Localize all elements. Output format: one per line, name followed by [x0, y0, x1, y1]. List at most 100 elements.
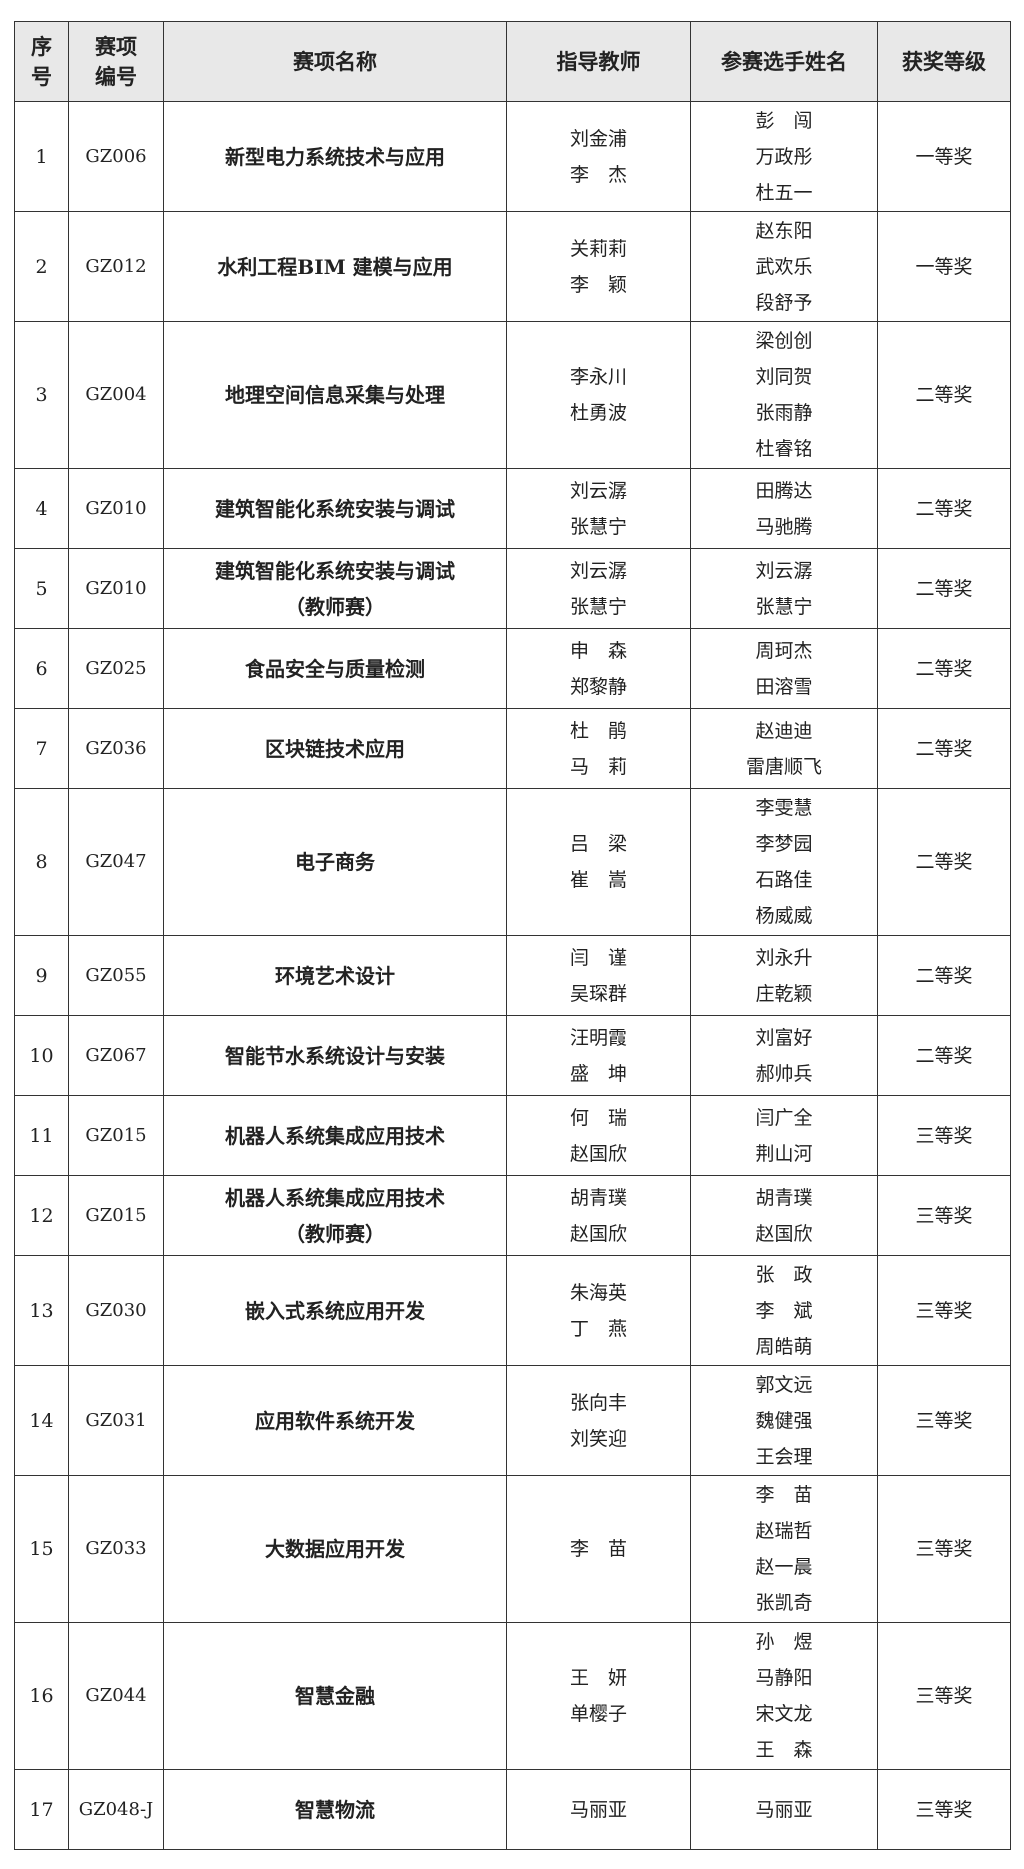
teachers-line: 刘金浦: [569, 127, 627, 150]
teachers: 马丽亚: [506, 1769, 691, 1850]
row-number: 15: [14, 1475, 69, 1623]
teachers-line: 李 苗: [569, 1538, 627, 1560]
event-code: GZ044: [68, 1622, 164, 1770]
students-line: 刘同贺: [755, 366, 813, 388]
event-name: 电子商务: [163, 788, 507, 936]
teachers: 刘云潺 张慧宁: [506, 548, 691, 629]
students-line: 赵一晨: [755, 1556, 813, 1578]
event-code: GZ025: [68, 628, 164, 709]
event-code: GZ030: [68, 1255, 164, 1366]
teachers-line: 吴琛群: [569, 982, 627, 1005]
table-row: 15 GZ033 大数据应用开发李 苗李 苗赵瑞哲 赵一晨 张凯奇 三等奖: [14, 1475, 1011, 1623]
event-name: 大数据应用开发: [163, 1475, 507, 1623]
teachers-line: 刘云潺: [569, 479, 627, 502]
header-award: 获奖等级: [877, 21, 1011, 102]
students: 赵迪迪 雷唐顺飞: [690, 708, 878, 789]
header-no-line: 序: [31, 33, 52, 59]
students-line: 杜五一: [755, 181, 813, 204]
students-line: 赵迪迪: [755, 719, 813, 742]
students: 田腾达 马驰腾: [690, 468, 878, 549]
row-number: 6: [14, 628, 69, 709]
students-line: 刘云潺: [755, 559, 813, 582]
teachers-line: 张慧宁: [569, 595, 627, 618]
event-name: 水利工程BIM 建模与应用: [163, 211, 507, 322]
event-name-line: （教师赛）: [285, 594, 385, 619]
students-line: 田腾达: [755, 479, 813, 502]
students-line: 石路佳: [755, 869, 813, 891]
award-level: 三等奖: [877, 1365, 1011, 1476]
teachers-line: 吕 梁: [569, 833, 627, 855]
teachers-line: 赵国欣: [569, 1142, 627, 1165]
table-row: 11 GZ015 机器人系统集成应用技术何 瑞赵国欣 闫广全 荆山河 三等奖: [14, 1095, 1011, 1176]
teachers-line: 杜 鹃: [569, 719, 627, 742]
event-name-line: 智慧金融: [295, 1684, 375, 1708]
table-row: 7 GZ036 区块链技术应用杜 鹃马 莉赵迪迪 雷唐顺飞 二等奖: [14, 708, 1011, 789]
table-row: 1 GZ006 新型电力系统技术与应用 刘金浦李 杰彭 闯万政彤 杜五一 一等奖: [14, 101, 1011, 212]
students-line: 郭文远: [755, 1373, 813, 1396]
students-line: 李梦园: [755, 833, 813, 855]
event-name: 地理空间信息采集与处理: [163, 321, 507, 469]
event-name-line: 嵌入式系统应用开发: [245, 1298, 425, 1323]
event-name-line: 环境艺术设计: [275, 963, 395, 988]
award-level: 三等奖: [877, 1175, 1011, 1256]
table-row: 14 GZ031 应用软件系统开发 张向丰 刘笑迎 郭文远 魏健强 王会理 三等奖: [14, 1365, 1011, 1476]
students-line: 庄乾颖: [755, 982, 813, 1005]
event-name-line: 建筑智能化系统安装与调试: [215, 558, 455, 583]
teachers: 李永川 杜勇波: [506, 321, 691, 469]
students: 李雯慧 李梦园 石路佳 杨威威: [690, 788, 878, 936]
teachers: 刘金浦李 杰: [506, 101, 691, 212]
students-line: 李 斌: [755, 1299, 813, 1322]
event-name: 嵌入式系统应用开发: [163, 1255, 507, 1366]
row-number: 12: [14, 1175, 69, 1256]
students: 刘永升 庄乾颖: [690, 935, 878, 1016]
students-line: 宋文龙: [755, 1703, 813, 1725]
teachers: 汪明霞盛 坤: [506, 1015, 691, 1096]
students-line: 张 政: [755, 1263, 813, 1286]
teachers-line: 刘云潺: [569, 559, 627, 582]
event-name-line: 大数据应用开发: [265, 1537, 405, 1561]
teachers-line: 何 瑞: [569, 1106, 627, 1129]
students-line: 周皓萌: [755, 1335, 813, 1358]
row-number: 8: [14, 788, 69, 936]
teachers: 李 苗: [506, 1475, 691, 1623]
students: 张 政李 斌周皓萌: [690, 1255, 878, 1366]
event-code: GZ031: [68, 1365, 164, 1476]
teachers-line: 李 杰: [569, 163, 627, 186]
event-name-line: 机器人系统集成应用技术: [225, 1185, 445, 1210]
event-name-line: 电子商务: [295, 850, 375, 874]
event-name-line: 应用软件系统开发: [255, 1408, 415, 1433]
students-line: 胡青璞: [755, 1186, 813, 1209]
header-teachers: 指导教师: [506, 21, 691, 102]
event-name: 食品安全与质量检测: [163, 628, 507, 709]
event-name: 应用软件系统开发: [163, 1365, 507, 1476]
teachers: 王 妍单樱子: [506, 1622, 691, 1770]
event-name-line: 食品安全与质量检测: [245, 656, 425, 681]
teachers-line: 李 颖: [569, 273, 627, 296]
header-code-line: 赛项: [95, 33, 137, 59]
event-code: GZ012: [68, 211, 164, 322]
award-level: 二等奖: [877, 628, 1011, 709]
event-code: GZ006: [68, 101, 164, 212]
event-name-line: 地理空间信息采集与处理: [225, 383, 445, 407]
event-code: GZ004: [68, 321, 164, 469]
students-line: 张雨静: [755, 402, 813, 424]
teachers-line: 马丽亚: [569, 1798, 627, 1821]
row-number: 7: [14, 708, 69, 789]
table-row: 16 GZ044 智慧金融王 妍单樱子孙 煜马静阳 宋文龙王 森三等奖: [14, 1622, 1011, 1770]
students-line: 马驰腾: [755, 515, 813, 538]
header-row: 序号 赛项 编号 赛项名称 指导教师 参赛选手姓名 获奖等级: [14, 21, 1011, 102]
students-line: 刘永升: [755, 946, 813, 969]
event-name: 区块链技术应用: [163, 708, 507, 789]
award-level: 三等奖: [877, 1475, 1011, 1623]
teachers-line: 郑黎静: [569, 675, 627, 698]
event-code: GZ015: [68, 1175, 164, 1256]
award-level: 三等奖: [877, 1095, 1011, 1176]
teachers-line: 关莉莉: [569, 237, 627, 260]
row-number: 9: [14, 935, 69, 1016]
teachers-line: 刘笑迎: [569, 1427, 627, 1450]
row-number: 2: [14, 211, 69, 322]
students-line: 杨威威: [755, 905, 813, 927]
event-name-line: 智能节水系统设计与安装: [225, 1043, 445, 1068]
teachers: 吕 梁崔 嵩: [506, 788, 691, 936]
students-line: 段舒予: [755, 291, 813, 314]
